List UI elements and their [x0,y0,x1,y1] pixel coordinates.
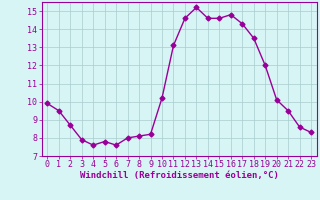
X-axis label: Windchill (Refroidissement éolien,°C): Windchill (Refroidissement éolien,°C) [80,171,279,180]
